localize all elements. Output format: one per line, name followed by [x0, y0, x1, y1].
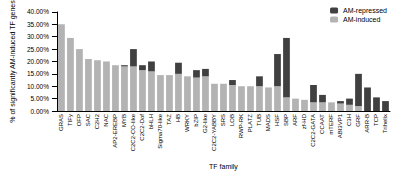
svg-text:20.00%: 20.00% — [27, 58, 49, 65]
svg-text:Trihelix: Trihelix — [382, 114, 388, 133]
svg-text:MADS: MADS — [265, 114, 271, 131]
svg-text:mTERF: mTERF — [328, 114, 334, 135]
svg-text:AM-induced: AM-induced — [343, 16, 380, 23]
svg-text:PLATZ: PLATZ — [247, 114, 253, 133]
svg-text:40.00%: 40.00% — [27, 8, 49, 15]
svg-text:Sigma70-like: Sigma70-like — [157, 113, 163, 148]
svg-text:GRF: GRF — [355, 114, 361, 127]
svg-text:SBP: SBP — [283, 114, 289, 126]
svg-text:C2C2-CO-like: C2C2-CO-like — [130, 113, 136, 151]
svg-text:TAZ: TAZ — [166, 114, 172, 125]
svg-text:35.00%: 35.00% — [27, 21, 49, 28]
svg-text:AM-repressed: AM-repressed — [343, 7, 387, 15]
svg-text:SAC: SAC — [85, 113, 91, 126]
svg-text:10.00%: 10.00% — [27, 83, 49, 90]
svg-text:OFP: OFP — [76, 114, 82, 126]
svg-text:AP2-EREBP: AP2-EREBP — [112, 114, 118, 148]
svg-text:TCP: TCP — [373, 114, 379, 126]
svg-text:C3H: C3H — [346, 114, 352, 126]
svg-text:CCAAT: CCAAT — [319, 114, 325, 134]
svg-text:TIFy: TIFy — [67, 114, 73, 126]
svg-text:15.00%: 15.00% — [27, 70, 49, 77]
svg-text:% of significantly AM-induced: % of significantly AM-induced TF genes — [9, 0, 17, 123]
svg-text:ARR-B: ARR-B — [364, 114, 370, 133]
svg-text:WRKY: WRKY — [184, 114, 190, 132]
svg-text:C2H2: C2H2 — [94, 113, 100, 129]
svg-text:zf-HD: zf-HD — [301, 113, 307, 129]
svg-text:ABI3VP1: ABI3VP1 — [337, 113, 343, 138]
svg-text:G2-like: G2-like — [202, 113, 208, 133]
svg-text:C2C2-YABBY: C2C2-YABBY — [211, 114, 217, 151]
svg-text:HSF: HSF — [274, 114, 280, 126]
svg-text:HB: HB — [175, 114, 181, 122]
svg-text:TUB: TUB — [256, 114, 262, 126]
svg-text:MYB: MYB — [121, 114, 127, 127]
svg-text:RWP-RK: RWP-RK — [238, 114, 244, 138]
svg-text:C2C2-Dof: C2C2-Dof — [139, 114, 145, 141]
svg-text:bHLH: bHLH — [148, 114, 154, 129]
svg-text:C2C2-GATA: C2C2-GATA — [310, 114, 316, 147]
svg-text:0.00%: 0.00% — [31, 108, 50, 115]
svg-text:30.00%: 30.00% — [27, 33, 49, 40]
svg-text:SRS: SRS — [220, 114, 226, 126]
svg-text:ARF: ARF — [292, 114, 298, 126]
svg-text:LOB: LOB — [229, 114, 235, 126]
svg-text:GRAS: GRAS — [58, 114, 64, 131]
svg-text:5.00%: 5.00% — [31, 95, 50, 102]
svg-text:TF family: TF family — [209, 163, 238, 171]
svg-text:NAC: NAC — [103, 113, 109, 126]
svg-text:25.00%: 25.00% — [27, 46, 49, 53]
svg-text:bZIP: bZIP — [193, 114, 199, 127]
